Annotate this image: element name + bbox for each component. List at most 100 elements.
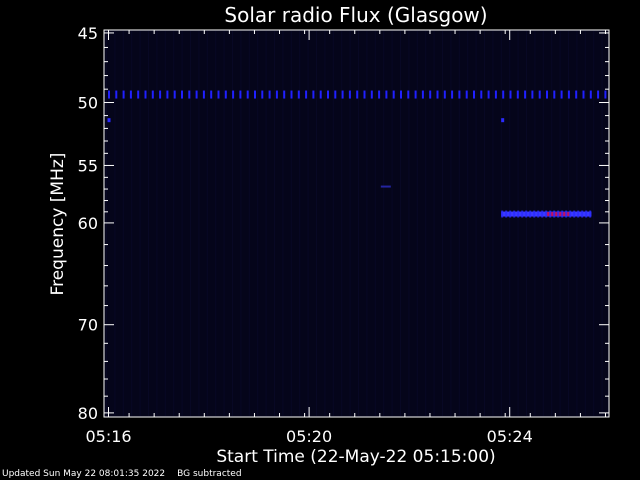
interference-mark: [502, 90, 505, 99]
noise-stripe: [223, 31, 225, 416]
interference-mark: [115, 90, 118, 99]
noise-stripe: [148, 31, 149, 416]
emission-mark: [545, 210, 548, 218]
noise-stripe: [484, 31, 485, 416]
noise-stripe: [534, 31, 536, 416]
noise-stripe: [458, 31, 460, 416]
interference-mark: [202, 90, 205, 99]
noise-stripe: [299, 31, 301, 416]
interference-mark: [356, 90, 359, 99]
emission-mark: [533, 210, 536, 218]
bg-subtracted-note: BG subtracted: [177, 469, 242, 479]
interference-mark: [436, 90, 439, 99]
noise-stripe: [274, 31, 275, 416]
y-tick-label: 80: [78, 404, 98, 423]
noise-spot: [501, 118, 505, 123]
interference-mark: [458, 90, 461, 99]
x-tick-label: 05:20: [286, 427, 332, 446]
interference-mark: [173, 90, 176, 99]
x-tick-label: 05:24: [487, 427, 533, 446]
interference-mark: [224, 90, 227, 99]
spectrogram-area: [104, 30, 609, 417]
emission-mark: [589, 210, 592, 218]
noise-stripe: [173, 31, 175, 416]
interference-mark: [137, 90, 140, 99]
interference-mark: [487, 90, 490, 99]
interference-mark: [451, 90, 454, 99]
interference-mark: [239, 90, 242, 99]
noise-stripe: [500, 31, 502, 416]
interference-mark: [341, 90, 344, 99]
interference-mark: [122, 90, 125, 99]
emission-features: [107, 90, 607, 218]
interference-mark: [195, 90, 198, 99]
interference-mark: [407, 90, 410, 99]
interference-mark: [370, 90, 373, 99]
interference-mark: [582, 90, 585, 99]
noise-stripe: [332, 31, 334, 416]
interference-mark: [385, 90, 388, 99]
emission-mark: [581, 210, 584, 218]
interference-mark: [363, 90, 366, 99]
y-tick-label: 60: [78, 214, 98, 233]
interference-mark: [400, 90, 402, 99]
y-axis-label: Frequency [MHz]: [48, 153, 68, 296]
noise-stripe: [576, 31, 578, 416]
interference-mark: [553, 90, 556, 99]
noise-stripe: [551, 31, 553, 416]
interference-mark: [290, 90, 293, 99]
interference-mark: [129, 90, 132, 99]
interference-mark: [414, 90, 417, 99]
emission-mark: [557, 210, 560, 218]
interference-mark: [151, 90, 154, 99]
noise-stripe: [349, 31, 351, 416]
noise-stripe: [198, 31, 200, 416]
interference-mark: [429, 90, 432, 99]
noise-stripe: [400, 31, 401, 416]
noise-stripe: [257, 31, 259, 416]
y-tick-label: 70: [78, 316, 98, 335]
interference-mark: [334, 90, 337, 99]
interference-mark: [348, 90, 351, 99]
noise-stripe: [467, 31, 469, 416]
noise-stripe: [408, 31, 410, 416]
noise-stripe: [324, 31, 326, 416]
emission-mark: [569, 210, 572, 218]
noise-stripe: [181, 31, 183, 416]
interference-mark: [181, 90, 183, 99]
noise-stripe: [341, 31, 343, 416]
emission-mark: [537, 210, 540, 218]
noise-stripe: [106, 31, 107, 416]
emission-mark: [501, 210, 504, 218]
noise-stripe: [156, 31, 158, 416]
noise-stripe: [542, 31, 544, 416]
noise-stripe: [307, 31, 309, 416]
interference-mark: [166, 90, 169, 99]
interference-mark: [159, 90, 162, 99]
noise-stripe: [475, 31, 477, 416]
interference-mark: [538, 90, 541, 99]
x-axis-label: Start Time (22-May-22 05:15:00): [216, 447, 495, 467]
noise-spot: [380, 185, 391, 188]
emission-mark: [505, 210, 508, 218]
noise-stripe: [442, 31, 443, 416]
interference-mark: [246, 90, 249, 99]
noise-stripe: [190, 31, 191, 416]
noise-stripe: [526, 31, 527, 416]
interference-mark: [297, 90, 300, 99]
emission-mark: [521, 210, 524, 218]
interference-mark: [254, 90, 256, 99]
noise-stripe: [391, 31, 393, 416]
emission-mark: [513, 210, 516, 218]
noise-stripe: [366, 31, 368, 416]
x-tick-label: 05:16: [85, 427, 131, 446]
emission-mark: [577, 210, 580, 218]
interference-mark: [480, 90, 483, 99]
plot-frame: [103, 29, 610, 418]
noise-stripe: [240, 31, 242, 416]
emission-mark: [525, 210, 528, 218]
interference-mark: [494, 90, 497, 99]
interference-mark: [560, 90, 563, 99]
noise-stripe: [114, 31, 116, 416]
